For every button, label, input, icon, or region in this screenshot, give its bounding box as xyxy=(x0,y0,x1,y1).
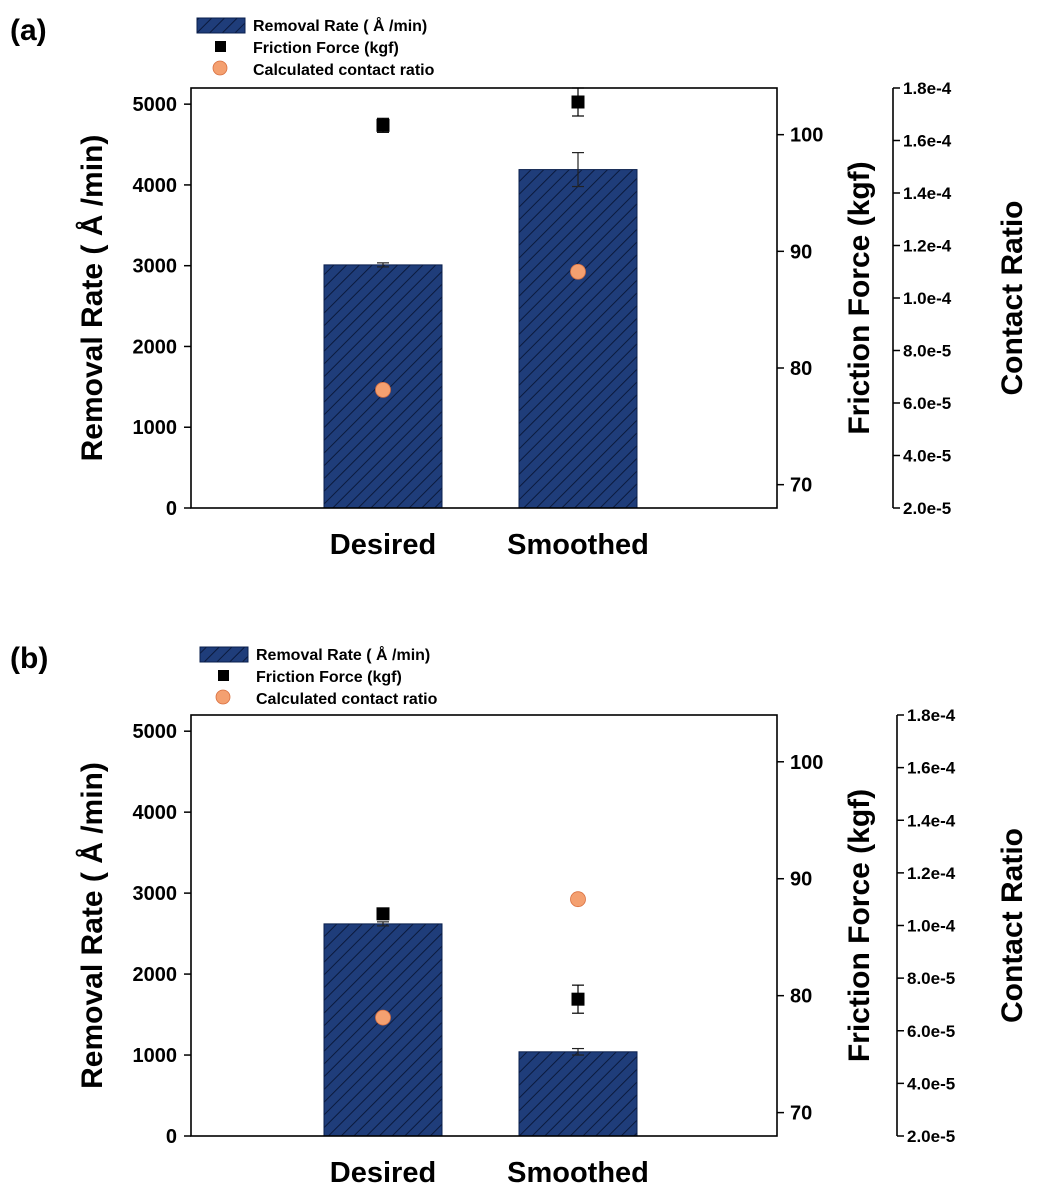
right1-tick-label: 90 xyxy=(790,869,812,891)
right2-tick-label: 1.4e-4 xyxy=(903,184,952,203)
category-label: Desired xyxy=(330,529,436,561)
right1-tick-label: 100 xyxy=(790,125,823,147)
contact-ratio-point-smoothed xyxy=(570,891,586,908)
friction-point-desired xyxy=(376,907,390,921)
right1-tick-label: 70 xyxy=(790,475,812,497)
left-tick-label: 5000 xyxy=(133,94,178,116)
right2-tick-label: 2.0e-5 xyxy=(903,499,951,518)
legend-swatch-bar xyxy=(199,646,249,663)
legend-label: Calculated contact ratio xyxy=(256,691,438,708)
left-tick-label: 2000 xyxy=(133,964,178,986)
bar-smoothed xyxy=(518,1051,638,1137)
left-tick-label: 1000 xyxy=(133,1045,178,1067)
right2-tick-label: 1.2e-4 xyxy=(903,237,952,256)
category-label: Smoothed xyxy=(507,1157,649,1189)
right1-tick-label: 100 xyxy=(790,752,823,774)
right2-tick-label: 1.8e-4 xyxy=(907,706,956,725)
legend-label: Removal Rate ( Å /min) xyxy=(256,645,430,664)
right2-axis-title: Contact Ratio xyxy=(996,201,1029,396)
left-tick-label: 0 xyxy=(166,1126,177,1148)
left-tick-label: 2000 xyxy=(133,336,178,358)
plot-frame xyxy=(190,87,778,509)
right2-tick-label: 1.0e-4 xyxy=(903,289,952,308)
left-tick-label: 3000 xyxy=(133,256,178,278)
friction-point-desired xyxy=(376,118,390,132)
right2-tick-label: 8.0e-5 xyxy=(907,969,955,988)
right1-tick-label: 80 xyxy=(790,358,812,380)
right2-tick-label: 2.0e-5 xyxy=(907,1127,955,1146)
chart-panel-b: (b) 0 1000 2000 3000 4000 5000 70 80 90 100 2.0e-5 4… xyxy=(10,642,1029,1189)
legend-label: Friction Force (kgf) xyxy=(253,40,399,57)
friction-point-smoothed xyxy=(571,992,585,1006)
bar-smoothed xyxy=(518,169,638,509)
category-label: Desired xyxy=(330,1157,436,1189)
legend-swatch-square xyxy=(215,41,226,52)
left-tick-label: 4000 xyxy=(133,175,178,197)
right1-tick-label: 70 xyxy=(790,1103,812,1125)
legend: Removal Rate ( Å /min) Friction Force (kg… xyxy=(199,645,438,708)
right2-tick-label: 1.8e-4 xyxy=(903,79,952,98)
panel-label: (b) xyxy=(10,642,48,675)
legend: Removal Rate ( Å /min) Friction Force (kg… xyxy=(196,16,435,79)
right2-tick-label: 1.6e-4 xyxy=(903,132,952,151)
left-axis-title: Removal Rate ( Å /min) xyxy=(76,135,109,462)
right2-tick-label: 1.6e-4 xyxy=(907,759,956,778)
legend-swatch-circle xyxy=(212,60,228,76)
right2-tick-label: 1.2e-4 xyxy=(907,864,956,883)
right2-tick-label: 4.0e-5 xyxy=(907,1074,955,1093)
right1-axis-title: Friction Force (kgf) xyxy=(843,161,876,434)
left-axis-title: Removal Rate ( Å /min) xyxy=(76,762,109,1089)
legend-label: Calculated contact ratio xyxy=(253,62,435,79)
chart-panel-a: (a) 0 1000 2000 3000 4000 5000 70 80 90 100 2.0e-5 4… xyxy=(10,14,1029,561)
left-tick-label: 3000 xyxy=(133,883,178,905)
right1-axis-title: Friction Force (kgf) xyxy=(843,789,876,1062)
right2-tick-label: 4.0e-5 xyxy=(903,447,951,466)
legend-swatch-square xyxy=(218,670,229,681)
legend-label: Friction Force (kgf) xyxy=(256,669,402,686)
left-tick-label: 0 xyxy=(166,498,177,520)
contact-ratio-point-desired xyxy=(375,1009,391,1026)
left-tick-label: 4000 xyxy=(133,802,178,824)
legend-label: Removal Rate ( Å /min) xyxy=(253,16,427,35)
contact-ratio-point-desired xyxy=(375,381,391,398)
right2-axis-title: Contact Ratio xyxy=(996,828,1029,1023)
legend-swatch-bar xyxy=(196,17,246,34)
right2-tick-label: 1.4e-4 xyxy=(907,811,956,830)
contact-ratio-point-smoothed xyxy=(570,263,586,280)
bar-desired xyxy=(323,923,443,1137)
legend-swatch-circle xyxy=(215,689,231,705)
plot-frame xyxy=(190,714,778,1137)
panel-label: (a) xyxy=(10,14,47,47)
category-label: Smoothed xyxy=(507,529,649,561)
right2-tick-label: 6.0e-5 xyxy=(907,1022,955,1041)
right2-tick-label: 6.0e-5 xyxy=(903,394,951,413)
right1-tick-label: 90 xyxy=(790,241,812,263)
left-tick-label: 5000 xyxy=(133,721,178,743)
left-tick-label: 1000 xyxy=(133,417,178,439)
right2-tick-label: 8.0e-5 xyxy=(903,342,951,361)
right1-tick-label: 80 xyxy=(790,986,812,1008)
right2-tick-label: 1.0e-4 xyxy=(907,917,956,936)
friction-point-smoothed xyxy=(571,95,585,109)
